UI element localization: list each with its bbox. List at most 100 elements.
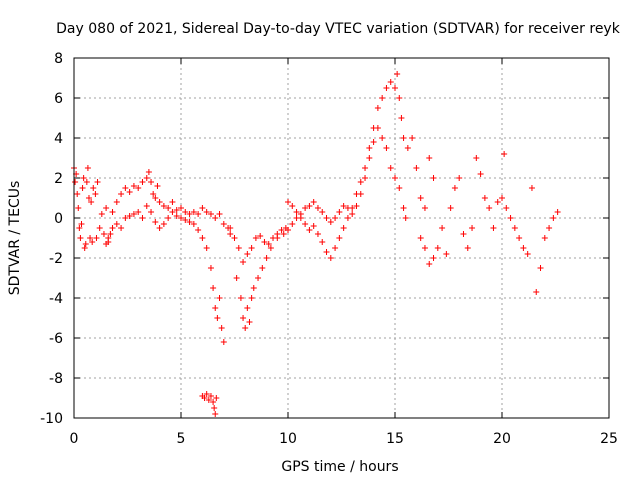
y-axis-label: SDTVAR / TECUs bbox=[7, 181, 23, 296]
data-point bbox=[327, 255, 334, 261]
data-point bbox=[278, 227, 285, 233]
data-point bbox=[207, 393, 214, 399]
data-point bbox=[293, 209, 300, 215]
data-point bbox=[520, 245, 527, 251]
data-point bbox=[203, 209, 210, 215]
data-point bbox=[302, 205, 309, 211]
data-point bbox=[126, 189, 133, 195]
data-point bbox=[469, 225, 476, 231]
data-point bbox=[349, 211, 356, 217]
data-point bbox=[203, 245, 210, 251]
data-point bbox=[130, 183, 137, 189]
data-point bbox=[178, 205, 184, 211]
y-tick-label: -2 bbox=[49, 251, 63, 267]
data-point bbox=[402, 215, 409, 221]
data-point bbox=[417, 195, 424, 201]
data-point bbox=[122, 185, 129, 191]
data-point bbox=[244, 251, 251, 257]
data-point bbox=[494, 199, 501, 205]
data-point bbox=[430, 175, 437, 181]
data-point bbox=[74, 191, 81, 197]
data-point bbox=[237, 295, 244, 301]
data-point bbox=[274, 235, 281, 241]
data-point bbox=[460, 231, 467, 237]
data-point bbox=[218, 325, 225, 331]
data-point bbox=[332, 245, 339, 251]
data-point bbox=[210, 285, 217, 291]
data-point bbox=[340, 203, 347, 209]
data-point bbox=[87, 235, 94, 241]
data-point bbox=[490, 225, 497, 231]
data-point bbox=[150, 191, 157, 197]
data-point bbox=[541, 235, 548, 241]
data-point bbox=[426, 155, 433, 161]
data-point bbox=[409, 135, 416, 141]
data-point bbox=[143, 175, 150, 181]
data-point bbox=[248, 295, 255, 301]
data-point bbox=[156, 225, 163, 231]
data-point bbox=[396, 95, 403, 101]
data-point bbox=[413, 165, 420, 171]
data-point bbox=[524, 251, 531, 257]
data-point bbox=[109, 225, 116, 231]
x-tick-label: 5 bbox=[177, 431, 186, 447]
data-point bbox=[90, 185, 97, 191]
data-point bbox=[511, 225, 518, 231]
data-point bbox=[152, 219, 159, 225]
data-point bbox=[182, 209, 189, 215]
data-point bbox=[451, 185, 458, 191]
data-point bbox=[357, 179, 364, 185]
data-point bbox=[212, 215, 219, 221]
data-point bbox=[220, 221, 227, 227]
data-point bbox=[210, 399, 217, 405]
data-point bbox=[379, 135, 386, 141]
data-point bbox=[109, 209, 116, 215]
data-point bbox=[160, 221, 167, 227]
data-point bbox=[84, 165, 91, 171]
data-points bbox=[71, 71, 561, 417]
data-point bbox=[289, 221, 296, 227]
data-point bbox=[173, 207, 180, 213]
data-point bbox=[220, 339, 227, 345]
data-point bbox=[93, 235, 100, 241]
data-point bbox=[421, 245, 428, 251]
y-tick-label: 2 bbox=[54, 171, 63, 187]
data-point bbox=[178, 215, 184, 221]
y-tick-label: -4 bbox=[49, 291, 63, 307]
data-point bbox=[310, 223, 317, 229]
data-point bbox=[267, 245, 274, 251]
data-point bbox=[426, 261, 433, 267]
y-tick-label: -6 bbox=[49, 331, 63, 347]
data-point bbox=[340, 225, 347, 231]
data-point bbox=[135, 185, 142, 191]
data-point bbox=[216, 295, 223, 301]
data-point bbox=[310, 199, 317, 205]
data-point bbox=[169, 199, 176, 205]
data-point bbox=[240, 315, 247, 321]
data-point bbox=[349, 205, 356, 211]
data-point bbox=[165, 215, 172, 221]
data-point bbox=[246, 319, 253, 325]
data-point bbox=[248, 245, 255, 251]
data-point bbox=[212, 305, 219, 311]
data-point bbox=[289, 203, 296, 209]
data-point bbox=[336, 209, 343, 215]
data-point bbox=[387, 79, 394, 85]
data-point bbox=[477, 171, 484, 177]
data-point bbox=[78, 221, 85, 227]
data-point bbox=[195, 227, 202, 233]
data-point bbox=[145, 169, 152, 175]
y-tick-label: -10 bbox=[40, 411, 63, 427]
data-point bbox=[80, 175, 87, 181]
data-point bbox=[507, 215, 514, 221]
x-tick-labels: 0 5 10 15 20 25 bbox=[70, 431, 618, 447]
data-point bbox=[297, 215, 304, 221]
x-tick-label: 25 bbox=[600, 431, 618, 447]
data-point bbox=[227, 225, 234, 231]
data-point bbox=[190, 221, 197, 227]
data-point bbox=[203, 391, 210, 397]
data-point bbox=[76, 225, 83, 231]
data-point bbox=[257, 233, 264, 239]
data-point bbox=[537, 265, 544, 271]
data-point bbox=[75, 205, 82, 211]
